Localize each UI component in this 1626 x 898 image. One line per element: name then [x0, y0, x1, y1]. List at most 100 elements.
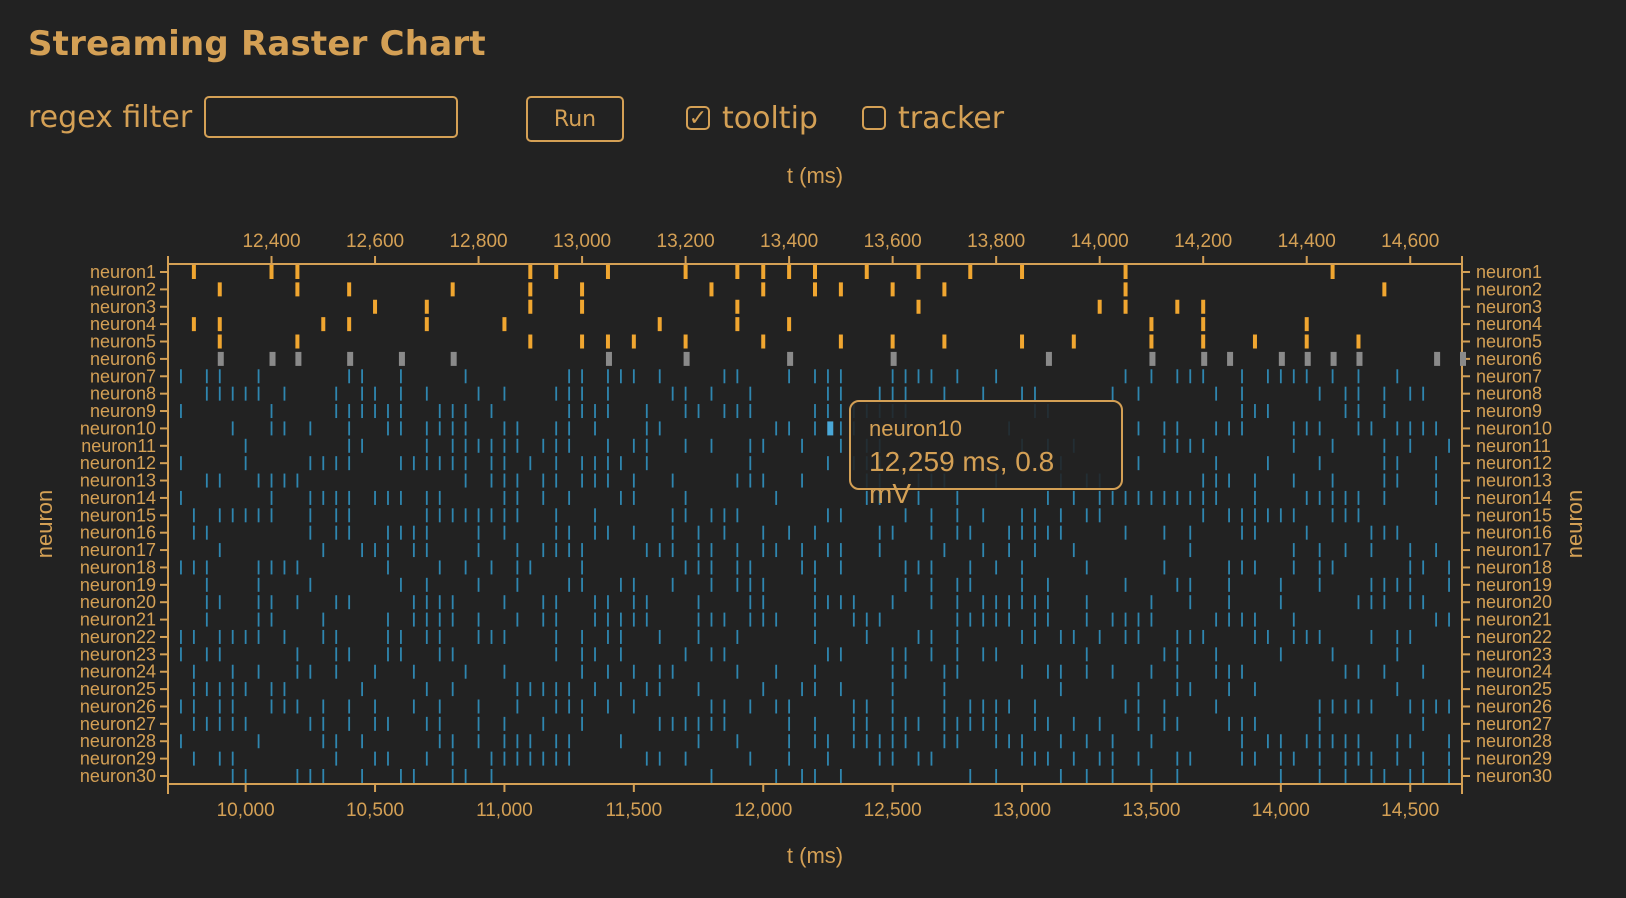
x-tick-label-top: 12,800 — [449, 231, 507, 252]
spike-highlight — [1201, 317, 1206, 332]
neuron-label-right: neuron14 — [1476, 488, 1552, 508]
spike-highlight — [1020, 334, 1025, 349]
neuron-label-right: neuron1 — [1476, 262, 1542, 282]
spike-gray — [1434, 351, 1441, 366]
spike-highlight — [631, 334, 636, 349]
run-button[interactable]: Run — [526, 96, 624, 142]
neuron-label-right: neuron21 — [1476, 610, 1552, 630]
neuron-label-left: neuron30 — [80, 766, 156, 786]
neuron-label-left: neuron17 — [80, 540, 156, 560]
spike-highlight — [787, 265, 792, 279]
spike-gray — [1330, 351, 1337, 366]
spike-highlight — [683, 334, 688, 349]
neuron-label-right: neuron12 — [1476, 453, 1552, 473]
spike-highlight — [1123, 282, 1128, 297]
spike-selected — [827, 421, 834, 436]
spike-highlight — [1201, 299, 1206, 314]
spike-gray — [1356, 351, 1363, 366]
y-axis-title-right: neuron — [1562, 490, 1587, 559]
tooltip-toggle[interactable]: ✓ tooltip — [686, 98, 818, 138]
neuron-label-right: neuron22 — [1476, 627, 1552, 647]
tooltip-toggle-label: tooltip — [722, 100, 818, 136]
spike-gray — [1227, 351, 1234, 366]
spike-tooltip: neuron10 12,259 ms, 0.8 mV — [849, 400, 1123, 509]
neuron-label-left: neuron25 — [80, 679, 156, 699]
spike-highlight — [191, 265, 196, 279]
x-tick-label-top: 13,000 — [553, 231, 611, 252]
spike-highlight — [580, 299, 585, 314]
spike-highlight — [295, 334, 300, 349]
tracker-toggle[interactable]: tracker — [862, 98, 1004, 138]
spike-highlight — [709, 282, 714, 297]
spike-highlight — [838, 334, 843, 349]
neuron-label-left: neuron11 — [81, 436, 156, 456]
spike-highlight — [813, 282, 817, 297]
neuron-label-left: neuron14 — [80, 488, 156, 508]
neuron-label-left: neuron29 — [80, 749, 156, 769]
neuron-label-left: neuron2 — [90, 279, 156, 299]
spike-highlight — [864, 265, 869, 279]
neuron-label-left: neuron13 — [80, 471, 156, 491]
tooltip-checkbox[interactable]: ✓ — [686, 106, 710, 130]
spike-highlight — [890, 334, 895, 349]
spike-gray — [347, 351, 354, 366]
x-tick-label-top: 13,200 — [657, 231, 715, 252]
spike-highlight — [528, 282, 533, 297]
spike-highlight — [528, 334, 533, 349]
neuron-label-left: neuron5 — [90, 332, 156, 352]
spike-highlight — [528, 299, 533, 314]
spike-highlight — [191, 317, 196, 332]
neuron-label-right: neuron8 — [1476, 384, 1542, 404]
neuron-label-right: neuron19 — [1476, 575, 1552, 595]
spike-highlight — [295, 282, 300, 297]
neuron-label-left: neuron16 — [80, 523, 156, 543]
x-tick-label-bottom: 14,500 — [1381, 800, 1439, 821]
spike-highlight — [1252, 334, 1257, 349]
neuron-label-right: neuron16 — [1476, 523, 1552, 543]
neuron-label-left: neuron21 — [80, 610, 156, 630]
spike-highlight — [1356, 334, 1361, 349]
neuron-label-left: neuron18 — [80, 557, 156, 577]
spike-highlight — [1201, 334, 1206, 349]
neuron-label-right: neuron4 — [1476, 314, 1542, 334]
regex-filter-input[interactable] — [204, 96, 458, 138]
neuron-label-right: neuron27 — [1476, 714, 1552, 734]
spike-highlight — [321, 317, 326, 332]
spike-highlight — [916, 299, 921, 314]
spike-gray — [1149, 351, 1156, 366]
spike-highlight — [424, 317, 429, 332]
neuron-label-right: neuron10 — [1476, 418, 1552, 438]
raster-chart[interactable]: t (ms) t (ms) neuron neuron 10,000 10,500 11,0… — [0, 160, 1626, 898]
spike-gray — [1201, 351, 1208, 366]
spike-gray — [269, 351, 276, 366]
neuron-label-right: neuron17 — [1476, 540, 1552, 560]
spike-highlight — [347, 317, 352, 332]
controls-bar: regex filter Run ✓ tooltip tracker — [28, 94, 1128, 144]
spike-highlight — [1304, 317, 1309, 332]
neuron-label-right: neuron25 — [1476, 679, 1552, 699]
spike-highlight — [217, 282, 222, 297]
spike-highlight — [269, 265, 274, 279]
neuron-label-left: neuron28 — [80, 731, 156, 751]
spike-highlight — [813, 265, 817, 279]
spike-gray — [683, 351, 690, 366]
spike-gray — [450, 351, 457, 366]
spike-highlight — [1097, 299, 1102, 314]
neuron-label-right: neuron7 — [1476, 366, 1542, 386]
x-tick-label-top: 13,800 — [967, 231, 1025, 252]
tooltip-value: 12,259 ms, 0.8 mV — [869, 446, 1055, 509]
spike-highlight — [1123, 299, 1128, 314]
neuron-label-left: neuron10 — [80, 418, 156, 438]
spike-highlight — [1123, 265, 1128, 279]
x-tick-label-bottom: 11,000 — [476, 800, 533, 821]
neuron-label-left: neuron7 — [90, 366, 156, 386]
x-tick-label-bottom: 12,000 — [734, 800, 792, 821]
neuron-label-right: neuron23 — [1476, 644, 1552, 664]
spike-gray — [1278, 351, 1285, 366]
tracker-checkbox[interactable] — [862, 106, 886, 130]
spike-gray — [890, 351, 897, 366]
neuron-label-right: neuron24 — [1476, 662, 1552, 682]
x-tick-label-top: 13,400 — [760, 231, 818, 252]
neuron-label-left: neuron24 — [80, 662, 156, 682]
spike-gray — [787, 351, 794, 366]
